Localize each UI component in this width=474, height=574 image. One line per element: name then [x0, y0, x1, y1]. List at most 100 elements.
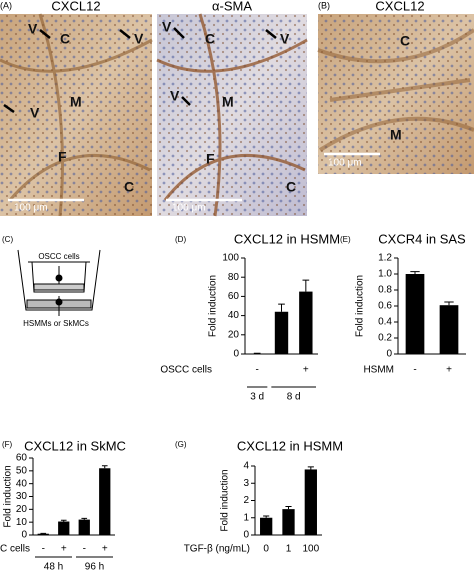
y-tick-label: 10 [16, 517, 28, 528]
image-label: V [134, 31, 144, 47]
error-bar [410, 271, 420, 274]
image-label: M [390, 127, 402, 143]
y-tick-label: 20 [16, 504, 28, 515]
bar [99, 468, 111, 535]
y-tick-label: 60 [228, 291, 240, 302]
panel-letter: (C) [2, 235, 13, 244]
image-label: C [205, 31, 215, 47]
scale-label: 100 μm [172, 203, 206, 214]
transwell-diagram [17, 249, 101, 316]
group-label: 96 h [85, 562, 104, 573]
y-tick-label: 3 [243, 478, 249, 489]
x-tick-label: - [42, 544, 45, 555]
image-label: M [70, 94, 82, 110]
diagram-label: OSCC cells [38, 252, 79, 261]
image-label: C [400, 33, 410, 49]
error-bar [285, 506, 292, 510]
group-label: 48 h [44, 562, 63, 573]
y-tick-label: 0.8 [378, 285, 392, 296]
x-tick-label: 0 [263, 544, 269, 555]
scale-label: 100 μm [328, 158, 362, 169]
image-label: F [206, 151, 215, 167]
image-label: V [170, 88, 180, 104]
image-label: V [162, 19, 172, 35]
y-tick-label: 0.6 [378, 301, 392, 312]
micrograph-a2 [156, 13, 308, 217]
x-tick-label: - [83, 544, 86, 555]
y-tick-label: 40 [16, 478, 28, 489]
diagram-label: HSMMs or SkMCs [23, 319, 89, 328]
x-tick-label: + [446, 365, 452, 376]
bar [78, 519, 90, 535]
x-tick-label: 100 [302, 544, 319, 555]
image-title: CXCL12 [51, 0, 100, 13]
bar [260, 517, 273, 535]
error-bar [307, 466, 314, 470]
y-axis-label: Fold induction [208, 275, 219, 337]
error-bar [278, 303, 285, 312]
image-label: V [30, 105, 40, 121]
y-axis-label: Fold induction [355, 275, 366, 337]
image-label: C [60, 31, 70, 47]
y-tick-label: 2 [243, 495, 249, 506]
panel-letter: (B) [318, 0, 330, 10]
image-label: C [286, 179, 296, 195]
x-tick-label: - [413, 365, 416, 376]
bar [304, 469, 317, 535]
y-tick-label: 1.0 [378, 269, 392, 280]
x-tick-label: + [61, 544, 67, 555]
bar [282, 509, 295, 535]
bar [58, 521, 70, 535]
bar [439, 305, 459, 354]
image-label: V [280, 31, 290, 47]
y-axis-label: Fold induction [3, 465, 14, 527]
x-axis-label: HSMM [363, 365, 394, 376]
y-tick-label: 0 [233, 349, 239, 360]
y-tick-label: 0 [243, 530, 249, 541]
micrograph-b [317, 14, 474, 174]
panel-letter: (F) [2, 440, 13, 449]
y-tick-label: 0.2 [378, 333, 392, 344]
x-axis-label: OSCC cells [0, 544, 30, 555]
micrograph-a1 [0, 13, 153, 217]
group-label: 8 d [287, 392, 301, 403]
bar [299, 291, 313, 354]
y-tick-label: 0 [21, 530, 27, 541]
y-tick-label: 1.2 [378, 253, 392, 264]
group-label: 3 d [250, 392, 264, 403]
x-tick-label: + [102, 544, 108, 555]
x-tick-label: - [255, 365, 258, 376]
y-tick-label: 50 [16, 465, 28, 476]
scale-label: 100 μm [14, 203, 48, 214]
x-tick-label: + [303, 365, 309, 376]
image-title: CXCL12 [375, 0, 424, 13]
arrows [3, 27, 277, 114]
error-bar [302, 279, 310, 292]
x-tick-label: 1 [286, 544, 292, 555]
chart-title: CXCL12 in HSMM [234, 231, 340, 246]
error-bar [444, 301, 454, 306]
y-tick-label: 0.4 [378, 317, 392, 328]
image-label: M [222, 94, 234, 110]
y-tick-label: 60 [16, 453, 28, 464]
y-tick-label: 30 [16, 491, 28, 502]
panel-letter: (E) [340, 235, 351, 244]
y-tick-label: 0 [386, 349, 392, 360]
bar [274, 311, 289, 354]
bar [405, 274, 425, 354]
image-label: F [58, 149, 67, 165]
error-bar [81, 517, 88, 520]
image-label: C [124, 179, 134, 195]
y-tick-label: 1 [243, 512, 249, 523]
scale-bars [8, 152, 380, 202]
x-axis-label: OSCC cells [160, 365, 212, 376]
x-axis-label: TGF-β (ng/mL) [184, 544, 250, 555]
chart-title: CXCL12 in SkMC [24, 438, 126, 453]
panel-letter: (G) [175, 440, 187, 449]
error-bar [60, 519, 67, 522]
y-tick-label: 80 [228, 272, 240, 283]
image-label: V [28, 21, 38, 37]
panel-letter: (A) [0, 0, 12, 10]
y-tick-label: 100 [222, 253, 239, 264]
